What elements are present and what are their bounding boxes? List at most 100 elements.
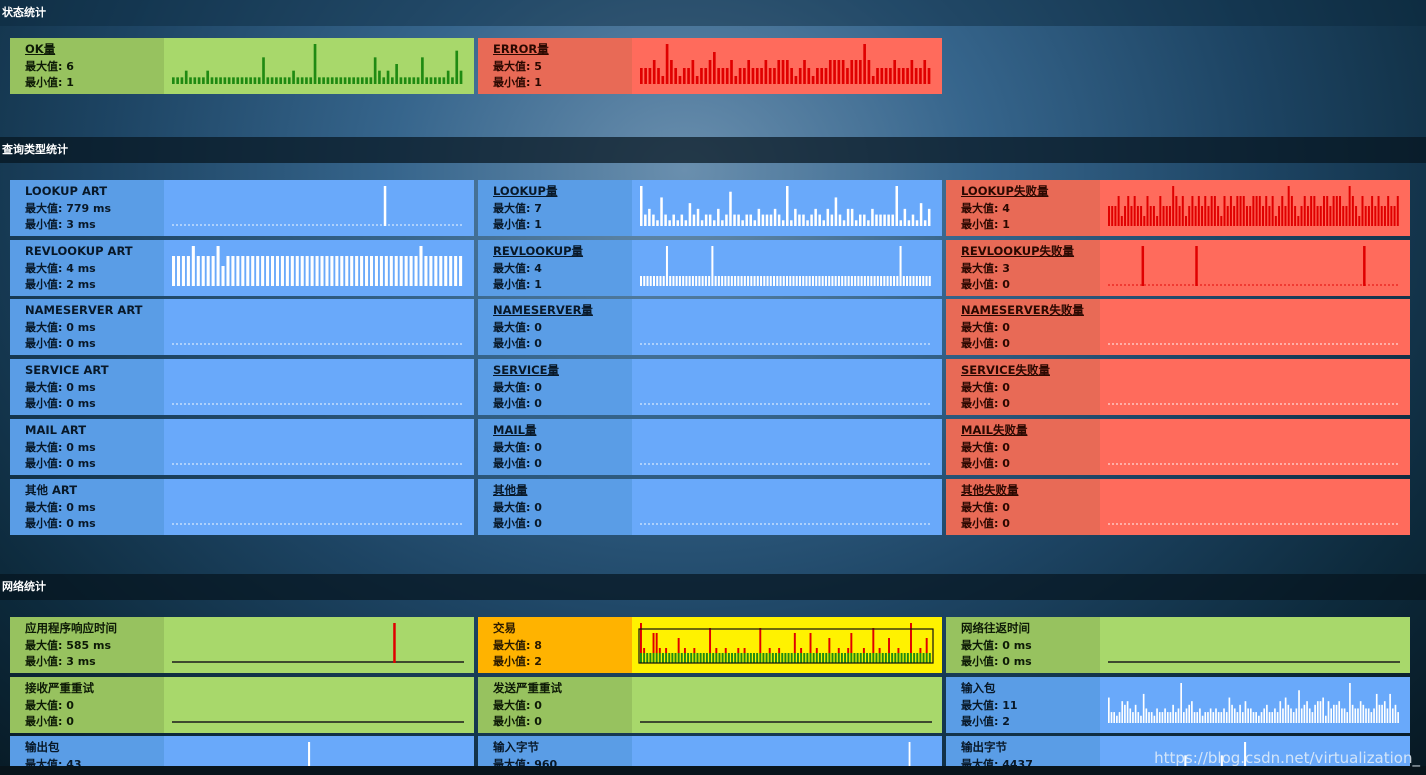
bar-mark-ok xyxy=(831,653,834,663)
panel-info: SERVICE失败量 最大值: 0 最小值: 0 xyxy=(946,359,1100,415)
bar-mark-ok xyxy=(796,653,799,663)
min-value: 最小值: 0 ms xyxy=(961,655,1032,668)
bar-mark-ok xyxy=(661,653,664,663)
bar-mark-ok xyxy=(859,653,862,663)
bar-mark xyxy=(350,256,354,286)
bar-mark xyxy=(717,68,720,84)
bar-mark xyxy=(889,68,892,84)
panel-title-link[interactable]: 其他量 xyxy=(493,483,528,497)
bar-mark xyxy=(737,214,740,226)
panel-title: 其他 ART xyxy=(25,483,78,497)
bar-mark xyxy=(414,256,418,286)
panel-title-link[interactable]: REVLOOKUP失败量 xyxy=(961,244,1075,258)
max-value: 最大值: 0 xyxy=(493,501,542,514)
bar-mark-error xyxy=(837,648,840,653)
bar-mark xyxy=(1319,701,1322,723)
bar-mark xyxy=(459,70,463,84)
bar-mark xyxy=(384,256,388,286)
bar-mark xyxy=(1300,206,1303,226)
bar-mark xyxy=(846,68,849,84)
bar-mark xyxy=(283,77,287,84)
bar-mark xyxy=(860,276,863,286)
bar-mark xyxy=(906,68,909,84)
sparkline-svg xyxy=(1108,523,1400,525)
panel-title-link[interactable]: 其他失败量 xyxy=(961,483,1019,497)
bar-mark xyxy=(901,68,905,84)
panel-title-link[interactable]: SERVICE失败量 xyxy=(961,363,1050,377)
panel-1-14: MAIL失败量 最大值: 0 最小值: 0 xyxy=(946,419,1410,475)
bar-mark xyxy=(1387,196,1390,226)
panel-title-link[interactable]: NAMESERVER量 xyxy=(493,303,593,317)
bar-mark xyxy=(1255,196,1258,226)
bar-mark xyxy=(820,68,824,84)
bar-mark xyxy=(743,276,746,286)
bar-mark xyxy=(1242,196,1245,226)
bar-mark xyxy=(721,220,724,226)
sparkline-graph xyxy=(1100,299,1410,355)
bar-mark xyxy=(895,186,899,226)
bar-mark-ok xyxy=(818,653,821,663)
sparkline-graph xyxy=(1100,479,1410,535)
bar-mark xyxy=(1207,712,1209,723)
bar-mark-error xyxy=(793,633,796,653)
bar-mark xyxy=(1319,206,1322,226)
bar-mark xyxy=(1298,690,1300,723)
panel-title-link[interactable]: SERVICE量 xyxy=(493,363,559,377)
bar-mark-ok xyxy=(872,653,875,663)
bar-mark-ok xyxy=(718,653,721,663)
bar-mark-ok xyxy=(894,653,897,663)
bar-mark xyxy=(834,197,838,226)
bar-mark xyxy=(824,68,828,84)
bar-mark-error xyxy=(709,628,712,653)
bar-mark xyxy=(1249,206,1252,226)
bar-mark-ok xyxy=(674,653,677,663)
bar-mark xyxy=(850,276,853,286)
bar-mark xyxy=(833,60,836,84)
bar-mark-ok xyxy=(765,653,768,663)
bar-mark-error xyxy=(693,648,696,653)
max-value: 最大值: 0 xyxy=(961,441,1010,454)
bar-mark xyxy=(696,208,700,226)
panel-title-link[interactable]: MAIL失败量 xyxy=(961,423,1028,437)
bar-mark xyxy=(1196,712,1199,723)
bar-mark xyxy=(186,256,190,286)
bar-mark xyxy=(1292,712,1295,723)
panel-title-link[interactable]: ERROR量 xyxy=(493,42,549,56)
bar-mark xyxy=(1276,712,1279,723)
bar-mark xyxy=(365,256,369,286)
panel-title: 发送严重重试 xyxy=(493,681,562,695)
bar-mark-error xyxy=(847,648,850,653)
bar-mark xyxy=(867,220,870,226)
bar-mark xyxy=(870,276,873,286)
bar-mark xyxy=(296,77,300,84)
min-value: 最小值: 0 ms xyxy=(25,397,96,410)
panel-title-link[interactable]: LOOKUP量 xyxy=(493,184,558,198)
bar-mark xyxy=(1249,708,1252,723)
bar-mark xyxy=(1108,206,1110,226)
bar-mark xyxy=(1130,206,1133,226)
bar-mark xyxy=(908,742,911,775)
panel-title-link[interactable]: REVLOOKUP量 xyxy=(493,244,584,258)
max-value: 最大值: 4 xyxy=(493,262,542,275)
min-value: 最小值: 0 xyxy=(493,517,542,530)
bar-mark xyxy=(1326,196,1329,226)
bar-mark xyxy=(1188,206,1191,226)
max-value: 最大值: 0 ms xyxy=(25,441,96,454)
max-value: 最大值: 0 xyxy=(25,699,74,712)
bar-mark xyxy=(241,256,245,286)
panel-title-link[interactable]: NAMESERVER失败量 xyxy=(961,303,1084,317)
bar-mark xyxy=(891,214,894,226)
bar-mark xyxy=(818,276,821,286)
bar-mark-error xyxy=(910,623,912,653)
panel-title: NAMESERVER ART xyxy=(25,303,143,317)
min-value: 最小值: 1 xyxy=(493,76,542,89)
panel-title-link[interactable]: LOOKUP失败量 xyxy=(961,184,1049,198)
panel-title-link[interactable]: OK量 xyxy=(25,42,56,56)
panel-2-5: 输入包 最大值: 11 最小值: 2 xyxy=(946,677,1410,733)
panel-title-link[interactable]: MAIL量 xyxy=(493,423,537,437)
bar-mark xyxy=(1220,216,1223,226)
bar-mark xyxy=(1294,206,1297,226)
bar-mark xyxy=(360,77,364,84)
bar-mark-error xyxy=(759,628,762,653)
bar-mark xyxy=(292,70,295,84)
